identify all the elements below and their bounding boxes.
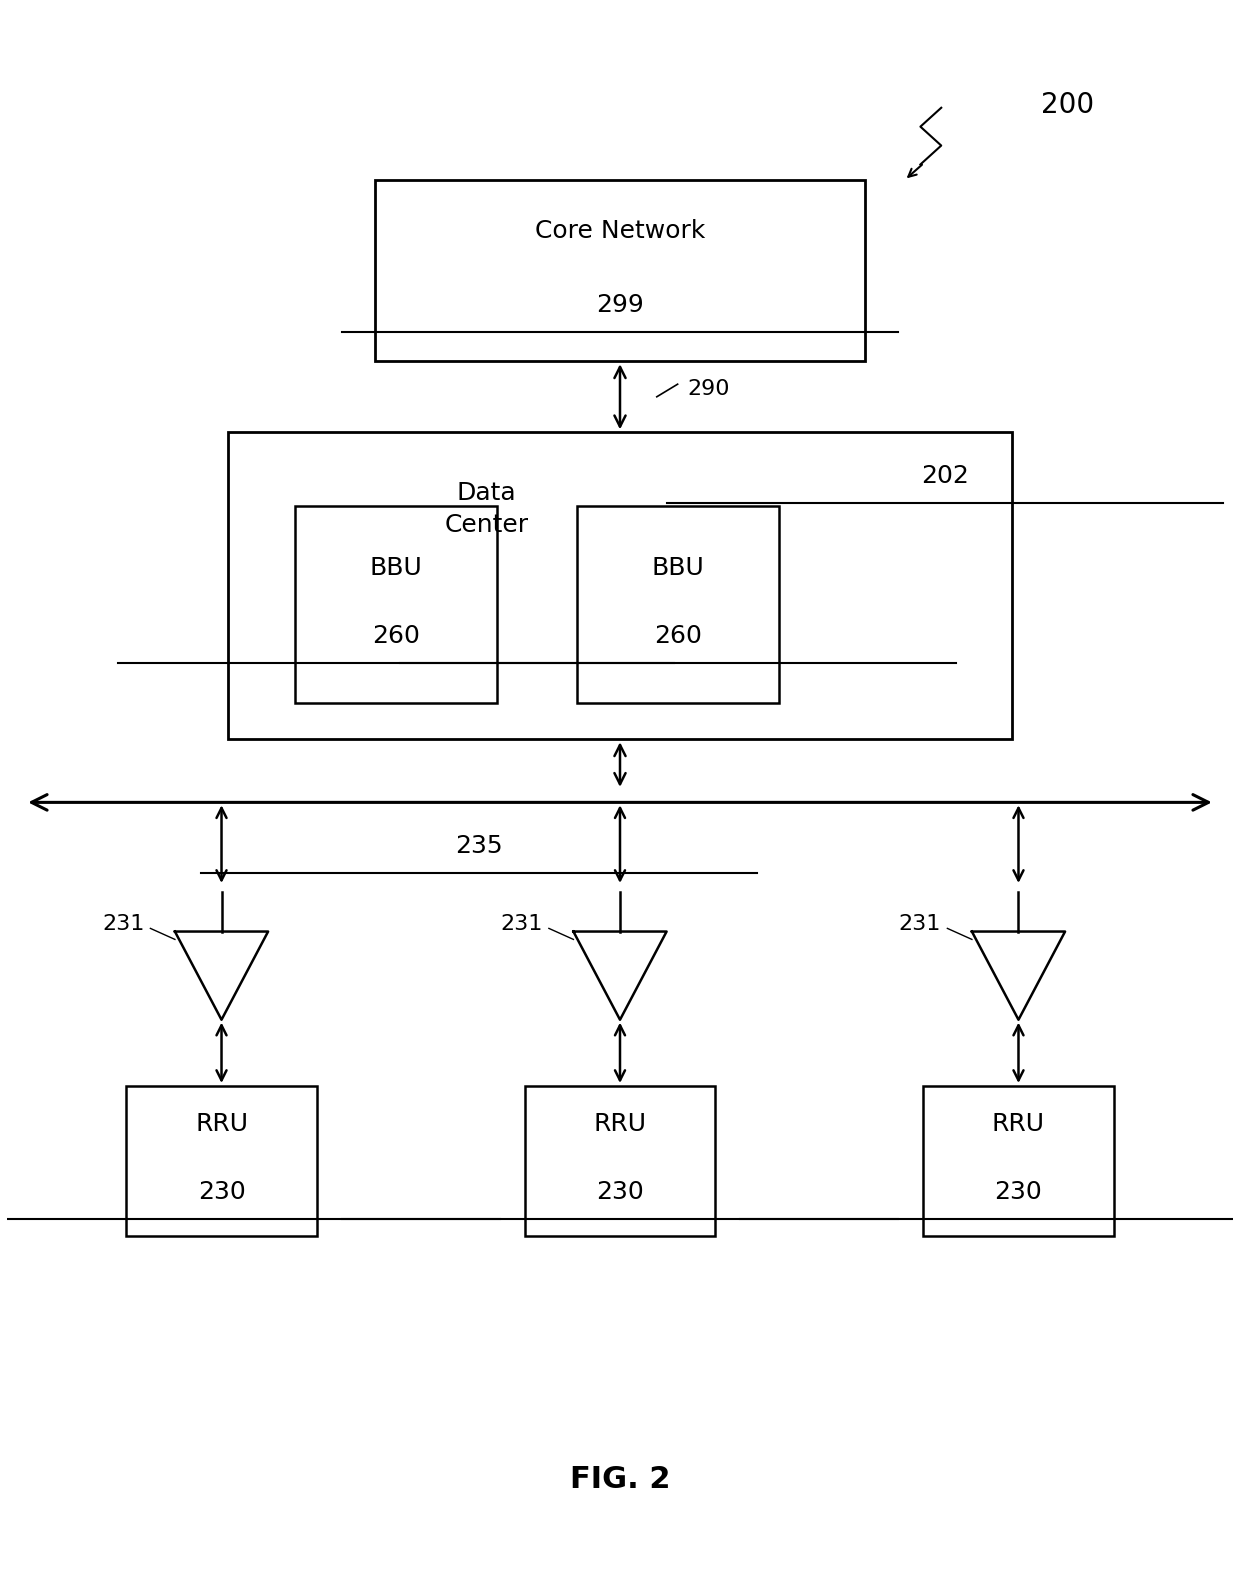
Text: 230: 230 [596,1181,644,1204]
Text: 299: 299 [596,294,644,318]
Text: 260: 260 [655,624,702,648]
Text: BBU: BBU [652,556,704,580]
Text: 231: 231 [501,914,543,934]
Text: 230: 230 [994,1181,1043,1204]
Text: RRU: RRU [195,1112,248,1136]
Text: Data
Center: Data Center [444,481,528,537]
Text: 260: 260 [372,624,420,648]
Bar [295,507,497,704]
Text: FIG. 2: FIG. 2 [569,1465,671,1494]
Text: Core Network: Core Network [534,219,706,243]
Bar [126,1085,316,1236]
Text: 290: 290 [687,378,730,399]
Bar [525,1085,715,1236]
Text: 202: 202 [921,464,968,488]
Text: RRU: RRU [594,1112,646,1136]
Text: 231: 231 [102,914,144,934]
Text: 230: 230 [197,1181,246,1204]
Bar [374,180,866,361]
Text: 231: 231 [899,914,941,934]
Bar [228,432,1012,739]
Bar [577,507,780,704]
Text: 235: 235 [455,834,502,858]
Text: BBU: BBU [370,556,423,580]
Text: RRU: RRU [992,1112,1045,1136]
Bar [924,1085,1114,1236]
Text: 200: 200 [1040,91,1094,119]
